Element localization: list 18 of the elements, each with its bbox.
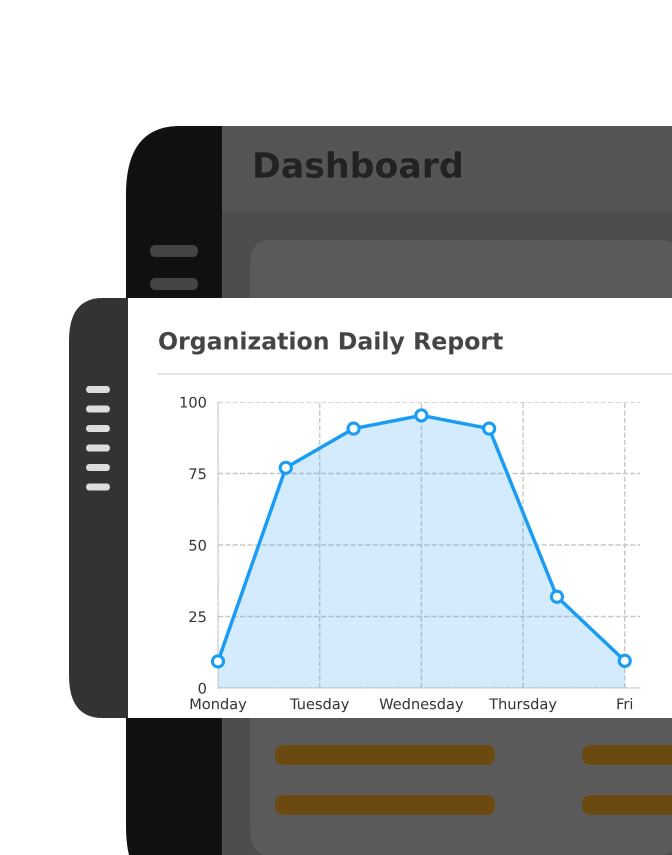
y-tick-label: 75: [190, 468, 206, 480]
point: [346, 422, 361, 436]
text: Wednesday: [380, 698, 464, 712]
y-tick-label: 100: [180, 396, 206, 408]
point: [210, 654, 226, 668]
text: Monday: [190, 698, 246, 712]
point: [414, 408, 428, 423]
y-tick-label: 25: [189, 611, 206, 622]
point: [278, 460, 293, 475]
point: [618, 654, 632, 668]
y-tick-label: 50: [189, 540, 206, 551]
point: [482, 422, 496, 436]
chart-title: Organization Daily Report: [159, 331, 503, 355]
text: Tuesday: [290, 698, 349, 712]
point: [550, 590, 564, 604]
text: Thursday: [489, 698, 557, 712]
text: Fri: [617, 698, 632, 710]
y-tick-label: 0: [198, 682, 206, 694]
